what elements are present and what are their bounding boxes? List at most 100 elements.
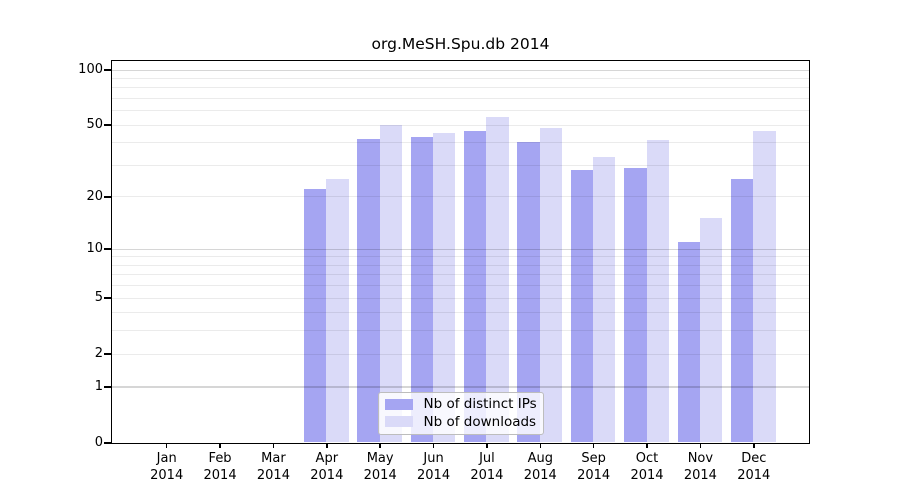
y-tick-label: 2 <box>94 346 103 362</box>
x-tick-label: Jul 2014 <box>455 450 519 484</box>
x-tick-label: Jun 2014 <box>402 450 466 484</box>
x-tick <box>753 443 755 448</box>
legend-label-distinct-ips: Nb of distinct IPs <box>423 396 537 413</box>
gridline-minor <box>111 87 809 89</box>
y-tick-label: 5 <box>94 290 103 306</box>
legend-item-distinct-ips: Nb of distinct IPs <box>384 396 537 413</box>
x-tick <box>539 443 542 448</box>
bar-downloads <box>486 117 509 443</box>
x-label-year: 2014 <box>203 468 237 483</box>
x-tick <box>219 443 221 448</box>
gridline-minor <box>111 97 809 99</box>
y-tick-label: 20 <box>86 188 103 204</box>
bar-distinct-ips <box>464 131 487 443</box>
x-label-month: Aug <box>527 451 553 466</box>
legend-swatch-distinct-ips <box>384 398 413 410</box>
gridline-minor <box>111 264 809 266</box>
gridline-minor <box>111 142 809 144</box>
gridline-minor <box>111 312 809 314</box>
x-label-year: 2014 <box>683 468 717 483</box>
x-label-month: Oct <box>635 451 659 466</box>
plot-area: Nb of distinct IPs Nb of downloads <box>110 59 810 444</box>
chart-title: org.MeSH.Spu.db 2014 <box>371 35 550 53</box>
x-label-year: 2014 <box>577 468 611 483</box>
gridline-major <box>111 69 809 71</box>
legend-label-downloads: Nb of downloads <box>423 413 537 430</box>
x-tick <box>699 443 702 448</box>
bar-downloads <box>433 133 456 443</box>
y-tick-label: 100 <box>78 62 103 77</box>
x-label-month: Jan <box>156 451 177 466</box>
y-tick-label: 10 <box>86 241 103 257</box>
y-tick-label: 0 <box>94 435 103 450</box>
x-tick <box>646 443 648 448</box>
gridline-minor <box>111 353 809 355</box>
x-tick-label: Jan 2014 <box>135 450 199 484</box>
gridline-major <box>111 386 809 388</box>
bar-downloads <box>379 124 402 443</box>
x-tick-label: May 2014 <box>348 450 412 484</box>
x-label-month: Apr <box>315 451 339 466</box>
bar-distinct-ips <box>730 179 754 443</box>
gridline-minor <box>111 77 809 79</box>
bar-downloads <box>646 140 669 443</box>
bar-distinct-ips <box>677 241 700 443</box>
gridline-major <box>111 248 809 250</box>
bar-downloads <box>753 131 776 443</box>
x-label-month: Dec <box>741 451 767 466</box>
bar-downloads <box>539 127 563 443</box>
gridline-minor <box>111 285 809 287</box>
y-tick-label: 50 <box>86 117 103 133</box>
gridline-minor <box>111 124 809 126</box>
x-label-year: 2014 <box>363 468 397 483</box>
x-tick-label: Oct 2014 <box>615 450 679 484</box>
x-tick-label: Dec 2014 <box>722 450 786 484</box>
x-label-year: 2014 <box>470 468 504 483</box>
gridline-minor <box>111 196 809 198</box>
x-tick-label: Sep 2014 <box>562 450 626 484</box>
bar-downloads <box>326 179 349 443</box>
x-tick <box>326 443 328 448</box>
bar-distinct-ips <box>517 142 540 443</box>
x-tick-label: Apr 2014 <box>295 450 359 484</box>
legend-swatch-downloads <box>384 416 413 428</box>
x-label-month: Mar <box>261 451 286 466</box>
x-label-year: 2014 <box>310 468 344 483</box>
x-label-year: 2014 <box>737 468 771 483</box>
x-tick-label: Nov 2014 <box>668 450 732 484</box>
x-label-month: Nov <box>687 451 714 466</box>
gridline-minor <box>111 110 809 112</box>
y-tick-label: 1 <box>94 378 103 394</box>
bar-downloads <box>593 157 616 443</box>
legend-item-downloads: Nb of downloads <box>384 413 537 430</box>
x-tick <box>432 443 435 448</box>
bar-downloads <box>699 218 723 443</box>
x-tick-label: Mar 2014 <box>241 450 305 484</box>
bar-distinct-ips <box>410 136 434 443</box>
x-label-year: 2014 <box>417 468 451 483</box>
x-label-month: Sep <box>581 451 606 466</box>
x-tick <box>272 443 275 448</box>
bar-distinct-ips <box>570 170 594 443</box>
x-label-year: 2014 <box>630 468 664 483</box>
x-label-year: 2014 <box>150 468 184 483</box>
x-label-year: 2014 <box>256 468 290 483</box>
x-label-month: Jul <box>479 451 495 466</box>
x-tick <box>592 443 595 448</box>
x-label-year: 2014 <box>523 468 557 483</box>
gridline-minor <box>111 297 809 299</box>
gridline-minor <box>111 256 809 258</box>
x-tick <box>379 443 381 448</box>
x-tick <box>165 443 168 448</box>
legend: Nb of distinct IPs Nb of downloads <box>377 391 544 435</box>
gridline-minor <box>111 330 809 332</box>
bar-distinct-ips <box>357 138 380 443</box>
x-tick-label: Aug 2014 <box>508 450 572 484</box>
bar-distinct-ips <box>304 189 327 443</box>
gridline-minor <box>111 274 809 276</box>
x-tick <box>486 443 488 448</box>
bar-distinct-ips <box>624 167 647 443</box>
x-label-month: May <box>366 451 394 466</box>
x-label-month: Jun <box>423 451 444 466</box>
